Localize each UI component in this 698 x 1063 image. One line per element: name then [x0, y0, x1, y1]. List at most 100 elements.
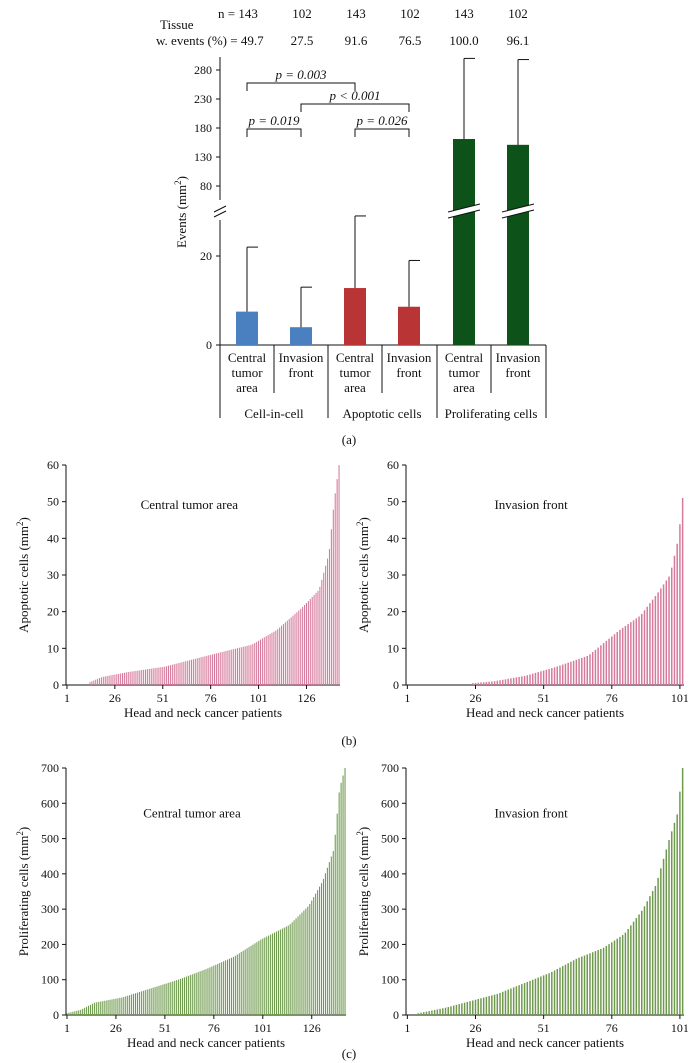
y-axis-label-part: 2 — [15, 831, 25, 836]
y-tick-label: 200 — [381, 937, 399, 951]
x-tick-label: 76 — [606, 691, 618, 705]
y-axis-label-part: Apoptotic cells (mm — [16, 526, 31, 633]
bar — [344, 288, 366, 345]
x-tick-label: 26 — [470, 1021, 482, 1035]
category-label-line: front — [396, 365, 422, 380]
y-tick-label: 400 — [381, 867, 399, 881]
p-bracket — [300, 103, 410, 112]
y-tick-label: 20 — [387, 605, 399, 619]
n-value: 102 — [292, 6, 312, 21]
y-tick-label: 10 — [47, 641, 59, 655]
category-label: Invasion front — [496, 350, 541, 380]
y-axis-break — [213, 205, 227, 213]
x-axis-label: Head and neck cancer patients — [466, 1035, 624, 1050]
n-value: 102 — [508, 6, 528, 21]
panel-a-header: Tissue n = 143 w. events (%) = 49.7 102 … — [156, 6, 529, 48]
bar — [290, 327, 312, 345]
category-label-line: Invasion — [496, 350, 541, 365]
panel-label-c: (c) — [342, 1046, 356, 1061]
y-tick-label: 280 — [194, 63, 212, 77]
bar-break-line — [447, 209, 481, 219]
x-tick-label: 101 — [250, 691, 268, 705]
category-label: Central tumor area — [228, 350, 267, 395]
y-tick-label: 600 — [41, 796, 59, 810]
bar — [453, 139, 475, 345]
bar — [398, 306, 420, 345]
category-label-line: area — [344, 380, 366, 395]
y-tick-label: 80 — [200, 179, 212, 193]
x-axis-label: Head and neck cancer patients — [466, 705, 624, 720]
y-tick-label: 60 — [47, 458, 59, 472]
x-tick-label: 101 — [254, 1021, 272, 1035]
y-tick-label: 0 — [206, 338, 212, 352]
y-axis-label-part: ) — [16, 827, 31, 831]
y-tick-label: 50 — [387, 495, 399, 509]
category-label-line: area — [236, 380, 258, 395]
category-label-line: front — [505, 365, 531, 380]
pct-value: 100.0 — [449, 33, 478, 48]
panel-b-invasion-chart: 0 10 20 30 40 50 60 1 26 51 76 101 Head and neck can… — [355, 458, 689, 720]
y-axis-label: Apoptotic cells (mm2) — [355, 517, 371, 633]
y-axis-label-part: Apoptotic cells (mm — [356, 526, 371, 633]
x-tick-label: 101 — [671, 691, 689, 705]
bar — [236, 311, 258, 345]
category-label-line: area — [453, 380, 475, 395]
category-label-line: Invasion — [387, 350, 432, 365]
n-value: 143 — [454, 6, 474, 21]
y-tick-label: 700 — [381, 761, 399, 775]
y-axis-label: Apoptotic cells (mm2) — [15, 517, 31, 633]
x-tick-label: 1 — [404, 1021, 410, 1035]
category-label-line: Central — [228, 350, 267, 365]
x-tick-label: 51 — [159, 1021, 171, 1035]
pct-value: 27.5 — [291, 33, 314, 48]
x-tick-label: 126 — [303, 1021, 321, 1035]
y-tick-label: 60 — [387, 458, 399, 472]
chart-title: Central tumor area — [143, 805, 241, 820]
category-label-line: front — [288, 365, 314, 380]
x-tick-label: 1 — [404, 691, 410, 705]
y-axis-label-part: Proliferating cells (mm — [356, 836, 371, 957]
chart-title: Central tumor area — [141, 497, 239, 512]
chart-title: Invasion front — [494, 497, 568, 512]
y-tick-label: 700 — [41, 761, 59, 775]
category-label: Central tumor area — [445, 350, 484, 395]
panel-label-a: (a) — [342, 432, 356, 447]
x-tick-label: 126 — [297, 691, 315, 705]
group-label: Cell-in-cell — [244, 406, 304, 421]
y-axis-label-part: 2 — [355, 521, 365, 526]
y-tick-label: 0 — [53, 678, 59, 692]
y-tick-label: 200 — [41, 937, 59, 951]
y-tick-label: 30 — [47, 568, 59, 582]
x-tick-label: 26 — [470, 691, 482, 705]
x-tick-label: 101 — [671, 1021, 689, 1035]
y-axis-label-part: ) — [356, 827, 371, 831]
group-label: Apoptotic cells — [342, 406, 421, 421]
y-tick-label: 0 — [393, 1008, 399, 1022]
p-value-label: p = 0.026 — [355, 113, 408, 128]
x-tick-label: 76 — [208, 1021, 220, 1035]
x-tick-label: 26 — [110, 1021, 122, 1035]
y-tick-label: 600 — [381, 796, 399, 810]
category-label-line: tumor — [231, 365, 263, 380]
y-axis-label-part: Proliferating cells (mm — [16, 836, 31, 957]
category-label: Invasion front — [387, 350, 432, 380]
y-tick-label: 50 — [47, 495, 59, 509]
y-axis-label: Proliferating cells (mm2) — [15, 827, 31, 956]
pct-value: 91.6 — [345, 33, 368, 48]
x-tick-label: 51 — [538, 1021, 550, 1035]
y-tick-label: 300 — [41, 902, 59, 916]
category-label: Central tumor area — [336, 350, 375, 395]
bar-break — [502, 204, 534, 218]
x-tick-label: 51 — [157, 691, 169, 705]
category-label-line: tumor — [448, 365, 480, 380]
y-axis-label-part: 2 — [355, 831, 365, 836]
y-tick-label: 0 — [393, 678, 399, 692]
y-tick-label: 30 — [387, 568, 399, 582]
y-tick-label: 10 — [387, 641, 399, 655]
y-tick-label: 40 — [47, 531, 59, 545]
x-tick-label: 1 — [64, 691, 70, 705]
